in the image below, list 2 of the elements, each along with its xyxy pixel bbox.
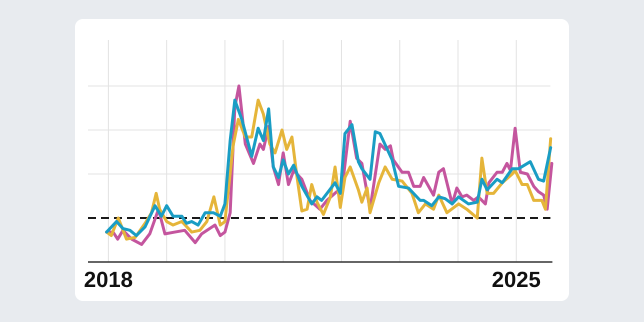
x-tick-label: 2018 bbox=[84, 267, 133, 292]
x-tick-label: 2025 bbox=[492, 267, 541, 292]
